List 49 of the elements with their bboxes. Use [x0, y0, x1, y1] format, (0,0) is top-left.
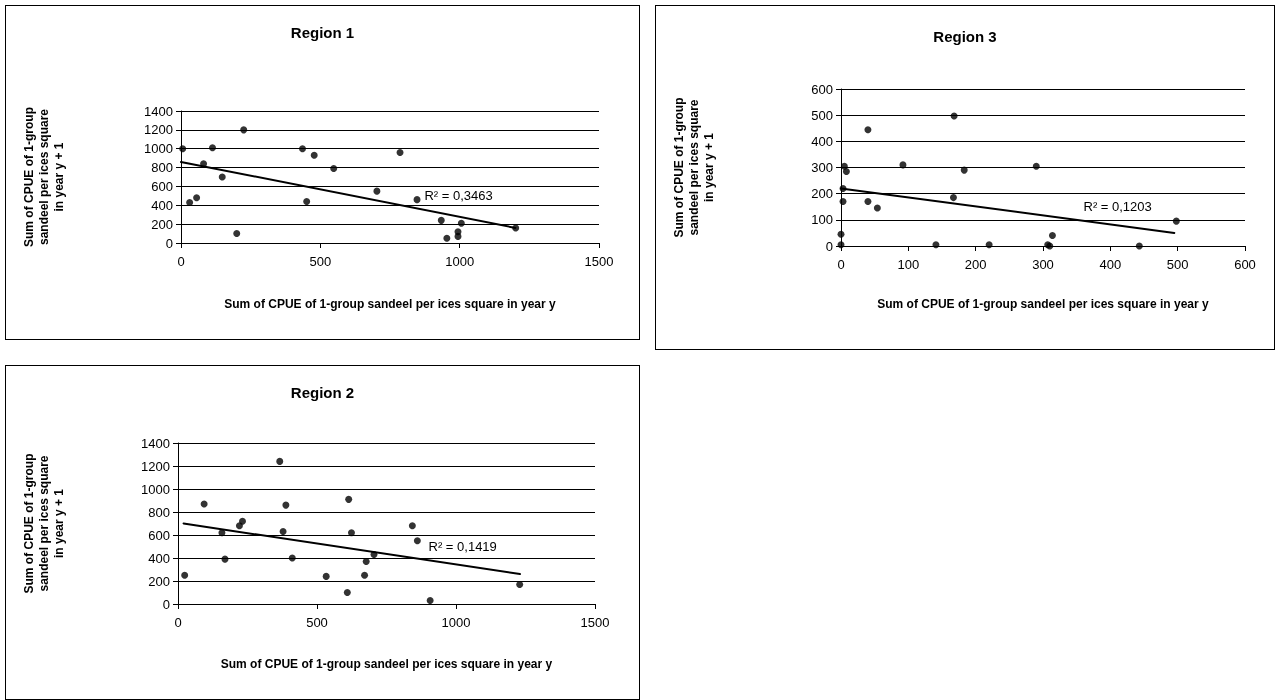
x-tick-label: 400	[1099, 257, 1122, 272]
y-tick-label: 600	[151, 178, 173, 194]
y-tick-label: 100	[811, 212, 833, 228]
chart-title: Region 3	[933, 28, 997, 45]
x-tick-label: 0	[177, 254, 185, 269]
chart-title: Region 1	[290, 24, 355, 41]
x-axis-title: Sum of CPUE of 1-group sandeel per ices square in year y	[877, 297, 1210, 311]
x-tick-label: 500	[1166, 257, 1189, 272]
y-tick-label: 600	[811, 81, 833, 97]
y-tick-label: 1400	[144, 103, 173, 119]
y-tick-label: 1000	[144, 141, 173, 157]
x-tick-label: 1500	[584, 254, 614, 269]
x-tick-label: 1000	[445, 254, 475, 269]
y-tick-label: 1200	[144, 122, 173, 138]
y-tick-label: 300	[811, 160, 833, 175]
x-tick-label: 300	[1032, 257, 1054, 272]
x-tick-label: 100	[897, 257, 920, 272]
y-tick-label: 800	[151, 160, 173, 176]
x-tick-label: 1500	[580, 615, 610, 630]
x-tick-label: 1000	[441, 615, 471, 630]
x-tick-label: 500	[306, 615, 328, 630]
x-tick-label: 200	[964, 257, 987, 272]
y-tick-label: 600	[148, 527, 170, 543]
x-tick-label: 600	[1234, 257, 1256, 272]
x-tick-label: 0	[837, 257, 845, 272]
y-axis-title: Sum of CPUE of 1-group sandeel per ices square in year y + 1	[671, 97, 716, 238]
y-tick-label: 0	[825, 238, 833, 254]
y-tick-label: 400	[151, 197, 173, 213]
annotation: R² = 0,3463	[424, 188, 493, 204]
y-tick-label: 800	[148, 504, 170, 520]
y-tick-label: 1400	[141, 435, 170, 451]
x-tick-label: 500	[309, 254, 332, 269]
y-tick-label: 400	[148, 550, 170, 566]
y-axis-title: Sum of CPUE of 1-group sandeel per ices square in year y + 1	[21, 107, 66, 247]
y-tick-label: 400	[811, 133, 833, 149]
x-axis-title: Sum of CPUE of 1-group sandeel per ices square in year y	[220, 657, 553, 671]
y-tick-label: 0	[165, 235, 173, 251]
annotation: R² = 0,1203	[1083, 199, 1152, 215]
y-tick-label: 200	[151, 216, 173, 232]
chart-title: Region 2	[290, 384, 355, 401]
y-tick-label: 0	[162, 596, 170, 612]
y-tick-label: 200	[811, 186, 833, 202]
y-tick-label: 200	[148, 573, 170, 589]
annotation: R² = 0,1419	[428, 539, 497, 554]
y-axis-title: Sum of CPUE of 1-group sandeel per ices square in year y + 1	[21, 453, 66, 594]
y-tick-label: 1200	[141, 458, 170, 474]
y-tick-label: 500	[811, 107, 833, 123]
x-axis-title: Sum of CPUE of 1-group sandeel per ices square in year y	[224, 297, 557, 311]
y-tick-label: 1000	[141, 481, 170, 497]
